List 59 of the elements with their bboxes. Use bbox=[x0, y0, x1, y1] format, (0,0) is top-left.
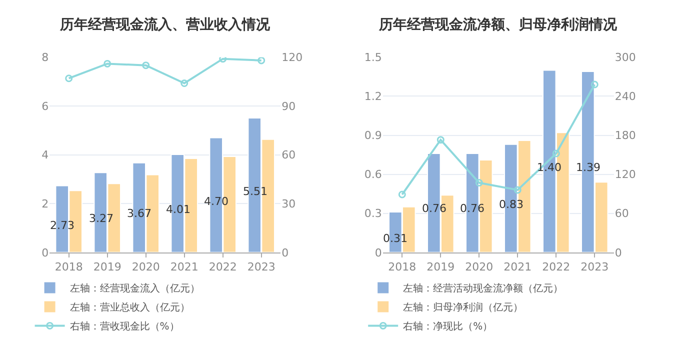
x-tick-label: 2019 bbox=[93, 260, 122, 274]
x-tick-label: 2021 bbox=[504, 260, 532, 274]
y-tick-label: 0.9 bbox=[364, 129, 382, 142]
data-label: 0.83 bbox=[499, 198, 524, 211]
y-tick-label: 0.6 bbox=[364, 168, 382, 182]
data-label: 3.27 bbox=[89, 212, 114, 225]
y-tick-label: 8 bbox=[42, 51, 49, 64]
legend-label: 左轴：经营现金流入（亿元） bbox=[70, 282, 200, 295]
data-label: 4.01 bbox=[166, 203, 190, 216]
y2-tick-label: 60 bbox=[282, 148, 296, 162]
y2-tick-label: 30 bbox=[282, 197, 296, 210]
y-tick-label: 0.3 bbox=[364, 207, 382, 220]
y2-tick-label: 60 bbox=[614, 207, 629, 220]
y-tick-label: 0 bbox=[42, 246, 49, 260]
data-label: 4.70 bbox=[204, 195, 228, 208]
legend-label: 右轴：营收现金比（%） bbox=[70, 320, 180, 333]
point bbox=[590, 80, 598, 88]
point bbox=[398, 190, 406, 198]
data-label: 0.31 bbox=[383, 232, 408, 245]
x-tick-label: 2020 bbox=[132, 260, 160, 274]
legend-label: 左轴：经营活动现金流净额（亿元） bbox=[403, 282, 564, 295]
legend-label: 左轴：归母净利润（亿元） bbox=[403, 302, 524, 314]
y2-tick-label: 300 bbox=[614, 51, 636, 64]
y-tick-label: 0 bbox=[374, 246, 382, 260]
y-tick-label: 6 bbox=[42, 100, 49, 113]
x-tick-label: 2018 bbox=[388, 260, 416, 274]
legend-label: 左轴：营业总收入（亿元） bbox=[70, 302, 190, 314]
legend-label: 右轴：净现比（%） bbox=[403, 320, 493, 333]
chart-title: 历年经营现金流净额、归母净利润情况 bbox=[378, 16, 618, 33]
y2-tick-label: 180 bbox=[614, 129, 636, 142]
x-tick-label: 2022 bbox=[208, 260, 237, 274]
y2-tick-label: 90 bbox=[282, 100, 296, 113]
data-label: 5.51 bbox=[243, 185, 268, 198]
x-tick-label: 2019 bbox=[426, 260, 455, 274]
data-label: 3.67 bbox=[127, 207, 152, 220]
x-tick-label: 2023 bbox=[247, 260, 276, 274]
y2-tick-label: 240 bbox=[614, 90, 636, 104]
y2-tick-label: 120 bbox=[614, 168, 636, 182]
x-tick-label: 2021 bbox=[170, 260, 198, 274]
y2-tick-label: 0 bbox=[614, 246, 622, 260]
data-label: 0.76 bbox=[422, 202, 446, 215]
point bbox=[552, 150, 560, 158]
y-tick-label: 1.2 bbox=[364, 90, 382, 104]
data-label: 0.76 bbox=[460, 202, 484, 215]
point bbox=[436, 136, 444, 144]
y-tick-label: 4 bbox=[42, 148, 49, 162]
y2-tick-label: 0 bbox=[282, 246, 289, 260]
data-label: 2.73 bbox=[50, 219, 74, 232]
x-tick-label: 2018 bbox=[54, 260, 83, 274]
data-label: 1.39 bbox=[576, 161, 600, 174]
y-tick-label: 2 bbox=[42, 197, 49, 210]
y-tick-label: 1.5 bbox=[364, 51, 382, 64]
point bbox=[514, 186, 522, 194]
chart-title: 历年经营现金流入、营业收入情况 bbox=[59, 16, 271, 33]
y2-tick-label: 120 bbox=[282, 51, 303, 64]
point bbox=[475, 179, 483, 187]
x-tick-label: 2022 bbox=[542, 260, 570, 274]
x-tick-label: 2020 bbox=[465, 260, 494, 274]
x-tick-label: 2023 bbox=[580, 260, 609, 274]
